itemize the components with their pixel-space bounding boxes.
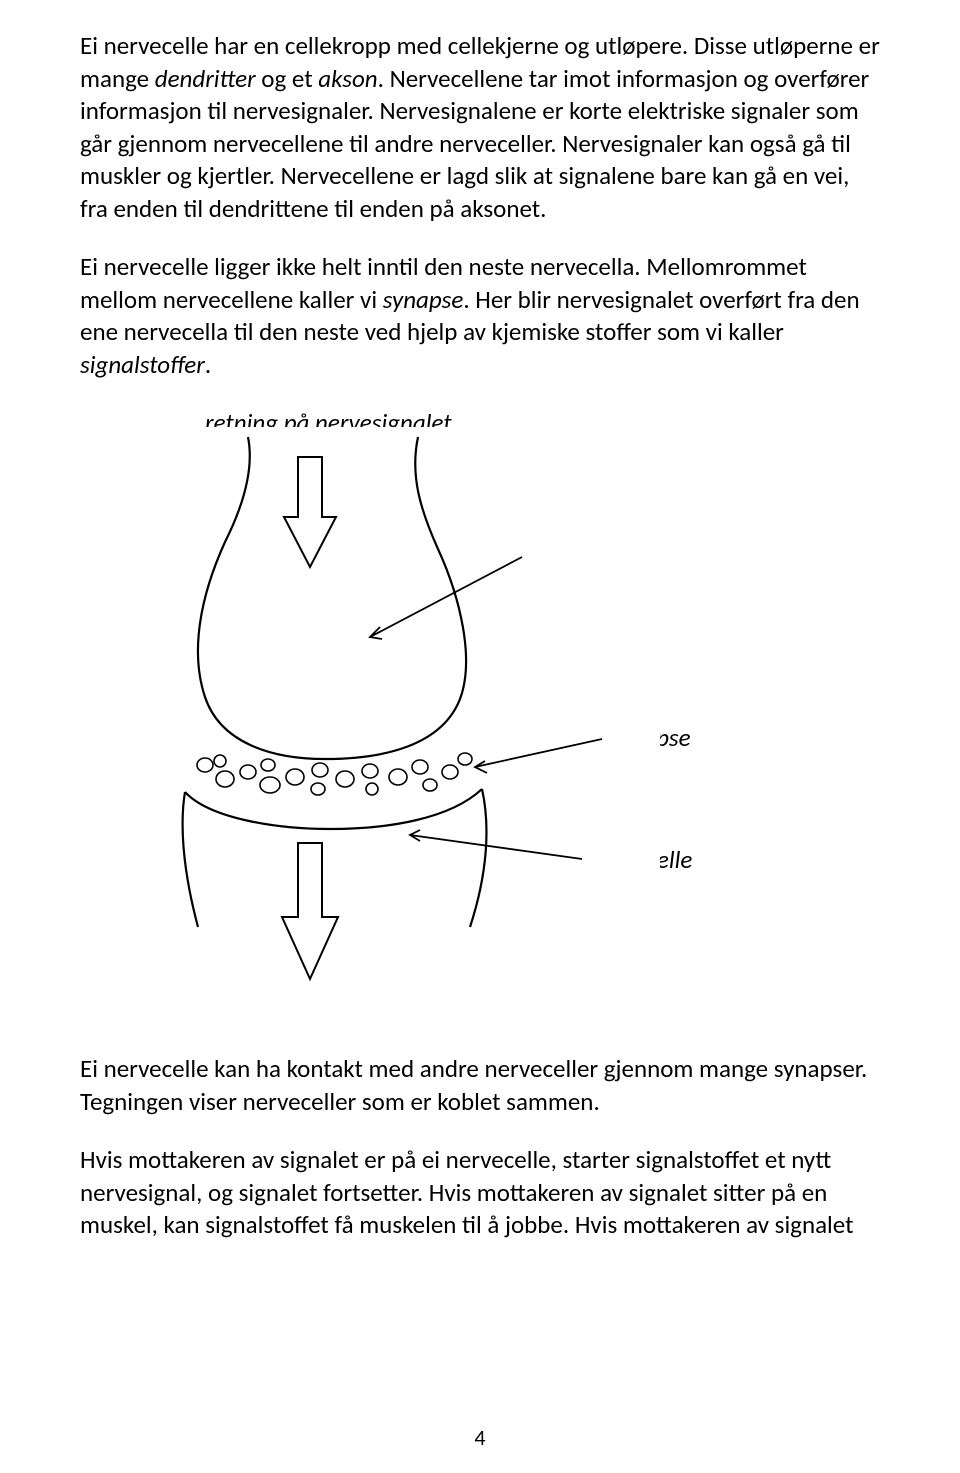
p2-term-signalstoffer: signalstoffer	[80, 349, 205, 380]
synapse-figure: retning på nervesignalet nervecelle syna…	[80, 407, 880, 1027]
p2-text-e: .	[205, 349, 211, 380]
paragraph-2: Ei nervecelle ligger ikke helt inntil de…	[80, 251, 880, 381]
paragraph-1: Ei nervecelle har en cellekropp med cell…	[80, 30, 880, 225]
page-number: 4	[0, 1424, 960, 1453]
paragraph-4: Hvis mottakeren av signalet er på ei ner…	[80, 1144, 880, 1242]
paragraph-3: Ei nervecelle kan ha kontakt med andre n…	[80, 1053, 880, 1118]
document-page: Ei nervecelle har en cellekropp med cell…	[0, 0, 960, 1473]
p1-text-c: og et	[256, 63, 319, 94]
p1-term-akson: akson	[318, 63, 377, 94]
synapse-diagram-svg	[120, 427, 660, 1027]
p2-term-synapse: synapse	[383, 284, 464, 315]
p1-term-dendritter: dendritter	[155, 63, 256, 94]
